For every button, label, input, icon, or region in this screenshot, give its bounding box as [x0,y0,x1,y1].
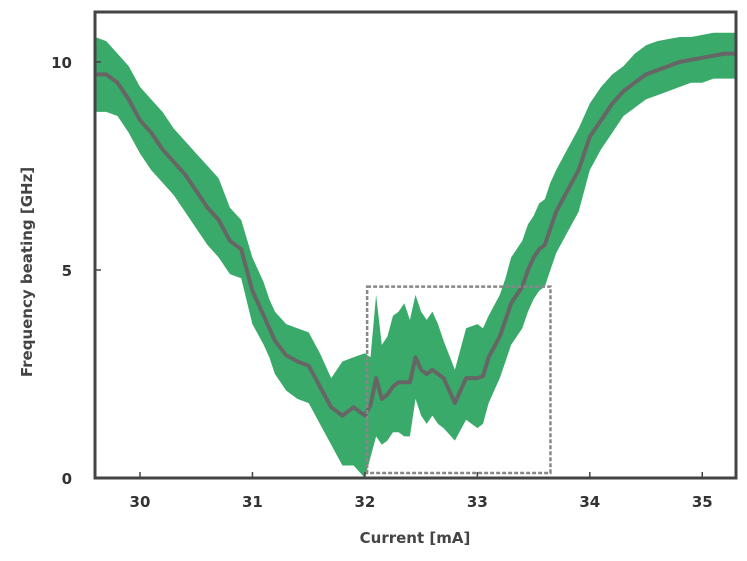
x-tick-label: 33 [467,493,488,511]
x-tick-label: 32 [354,493,375,511]
confidence-band [95,32,736,479]
tick-layer: 30 31 32 33 34 35 0 5 10 [51,54,713,511]
y-axis-label: Frequency beating [GHz] [18,167,36,377]
highlight-box-layer [365,285,552,475]
y-tick-label: 0 [62,470,72,488]
confidence-band-layer [95,32,736,479]
x-tick-label: 34 [579,493,600,511]
x-tick-label: 31 [242,493,263,511]
plot-frame [93,10,738,480]
y-tick-label: 5 [62,262,72,280]
x-tick-label: 35 [692,493,713,511]
highlight-box [365,285,552,475]
x-tick-label: 30 [130,493,151,511]
x-axis-label: Current [mA] [360,529,471,547]
series-line [95,51,736,418]
series-line-layer [95,51,736,418]
y-tick-label: 10 [51,54,72,72]
